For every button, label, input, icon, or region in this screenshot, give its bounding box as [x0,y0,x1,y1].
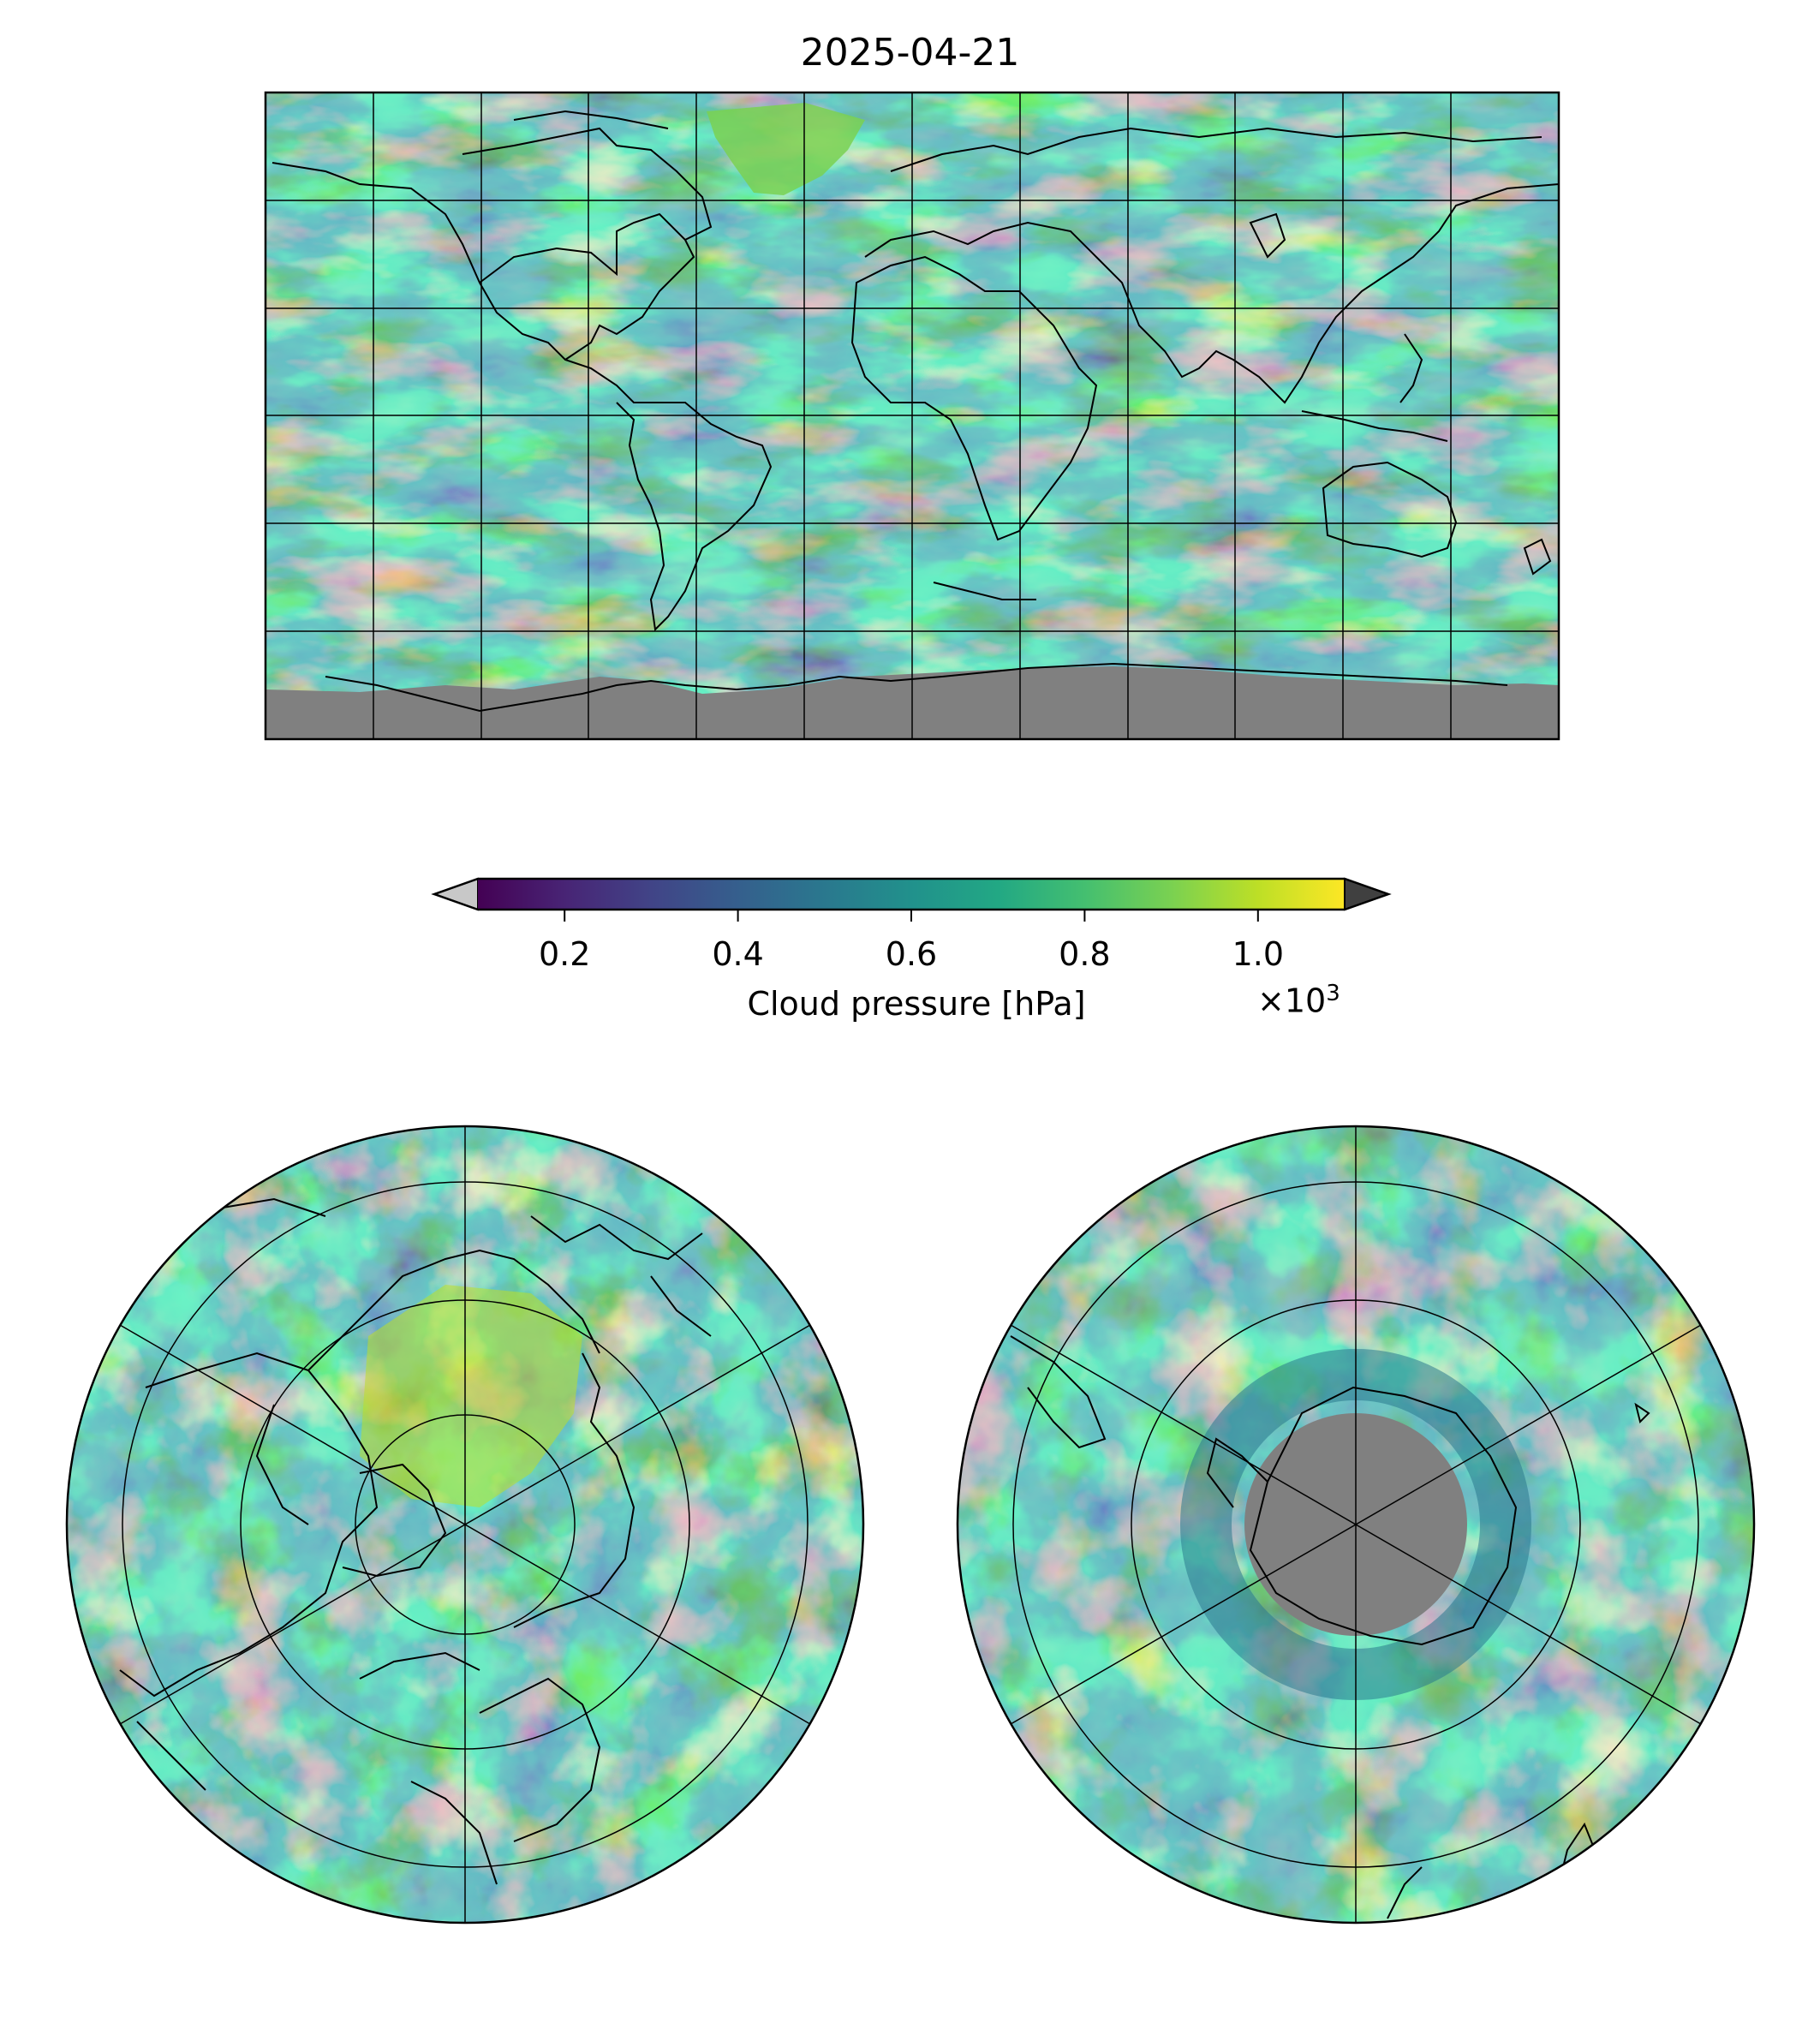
colorbar-multiplier: ×103 [1257,981,1340,1020]
colorbar-under-extension [431,877,479,911]
colorbar-over-extension [1344,877,1392,911]
figure-title: 2025-04-21 [800,31,1020,75]
colorbar-outline [431,877,1392,911]
global-coastlines [272,110,1559,713]
colorbar-tick-label: 0.2 [538,935,591,973]
north-polar-map [65,1125,865,1925]
colorbar-multiplier-base: ×10 [1257,982,1327,1020]
north-graticule [119,1126,811,1923]
colorbar-tick-label: 0.6 [885,935,938,973]
colorbar-multiplier-exponent: 3 [1326,981,1340,1006]
global-map [264,91,1560,741]
colorbar-tick-label: 0.4 [712,935,764,973]
north-map-frame [65,1125,865,1925]
south-polar-map [956,1125,1756,1925]
global-gridlines [266,92,1559,739]
south-graticule [1010,1126,1702,1923]
global-map-frame [264,91,1560,741]
arctic-clear-region [360,1285,582,1507]
colorbar-tick-label: 0.8 [1059,935,1111,973]
south-map-frame [956,1125,1756,1925]
colorbar-label: Cloud pressure [hPa] [747,985,1086,1023]
colorbar-tick-label: 1.0 [1232,935,1285,973]
greenland-region [707,103,865,195]
colorbar [431,877,1392,922]
colorbar-gradient [478,879,1345,910]
